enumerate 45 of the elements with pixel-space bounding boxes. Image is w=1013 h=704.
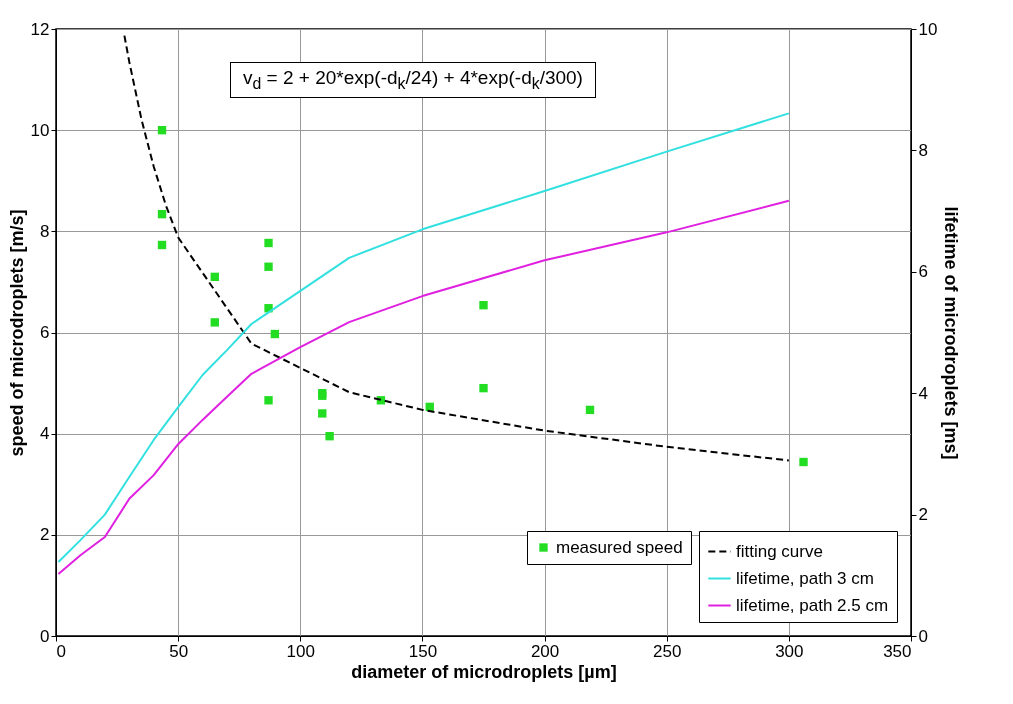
- point: [479, 301, 488, 310]
- y-tick-label: 12: [30, 19, 50, 39]
- line-series: [123, 34, 790, 462]
- x-tick-label: 200: [530, 641, 560, 661]
- x-tick-label: 50: [169, 641, 189, 661]
- y2-axis-title: lifetime of microdroplets [ms]: [941, 206, 962, 460]
- point: [585, 405, 595, 415]
- y2-tick-label: 4: [918, 383, 928, 403]
- y-tick-label: 0: [40, 626, 50, 646]
- point: [157, 240, 167, 250]
- y-tick-label: 2: [40, 525, 50, 545]
- annotation: v$_{d}$ = 2 + 20*exp(-d$_{k}$/24) + 4*exp(-d$_{k}$/300): [230, 62, 596, 98]
- point: [264, 238, 273, 248]
- point: [157, 125, 167, 135]
- legend-label: lifetime, path 3 cm: [736, 568, 874, 588]
- point: [210, 318, 219, 327]
- legend-label: measured speed: [556, 537, 683, 557]
- legend-label: lifetime, path 2.5 cm: [736, 595, 889, 615]
- point: [210, 272, 219, 282]
- y2-tick-label: 8: [918, 140, 928, 160]
- x-tick-label: 100: [286, 641, 315, 661]
- x-tick-label: 250: [653, 641, 682, 661]
- point: [479, 383, 488, 393]
- y-tick-label: 10: [30, 120, 50, 140]
- x-tick-label: 350: [883, 641, 912, 661]
- x-tick-label: 0: [56, 641, 66, 661]
- x-tick-label: 150: [408, 641, 438, 661]
- point: [157, 209, 167, 219]
- y2-tick-label: 0: [918, 626, 928, 646]
- y-tick-label: 4: [40, 424, 50, 444]
- y-tick-label: 8: [40, 221, 50, 241]
- y2-tick-label: 6: [918, 262, 928, 282]
- point: [318, 409, 327, 418]
- legend-label: fitting curve: [736, 541, 823, 561]
- x-tick-label: 300: [775, 641, 804, 661]
- point: [325, 432, 334, 441]
- y2-tick-label: 2: [918, 505, 928, 525]
- x-axis-title: diameter of microdroplets [µm]: [351, 661, 617, 682]
- y-axis-title: speed of microdroplets [m/s]: [6, 209, 27, 457]
- point: [264, 262, 273, 271]
- point: [270, 329, 280, 339]
- y2-tick-label: 10: [918, 19, 938, 39]
- point: [799, 457, 808, 467]
- y-tick-label: 6: [40, 323, 50, 342]
- point: [264, 396, 273, 405]
